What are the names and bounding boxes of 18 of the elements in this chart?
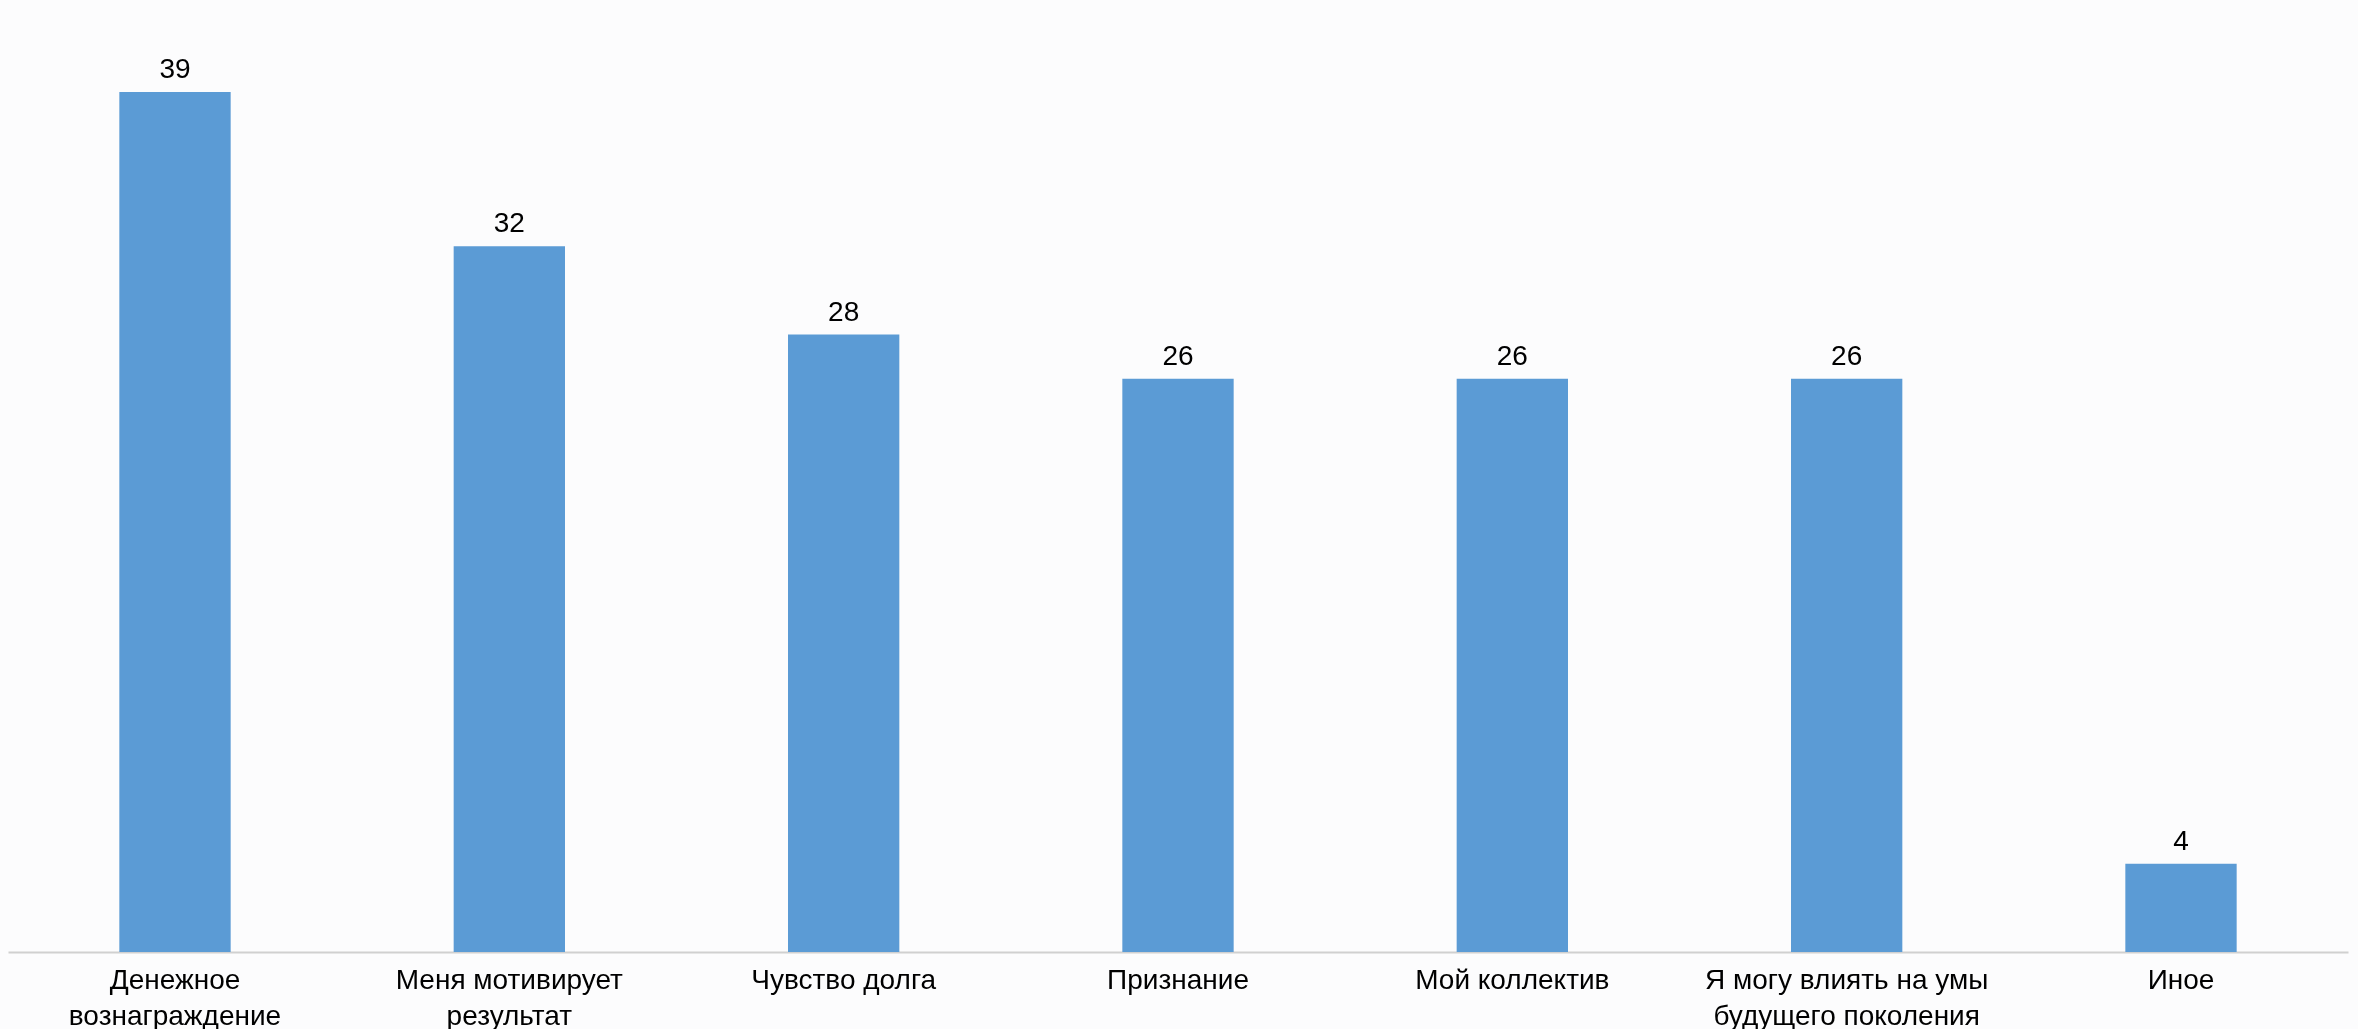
- data-label: 28: [828, 295, 860, 327]
- bar: [453, 246, 565, 952]
- bar: [2125, 863, 2237, 952]
- x-tick-label: Чувство долга: [751, 963, 937, 995]
- data-label: 4: [2173, 824, 2189, 856]
- bar: [788, 334, 900, 952]
- data-label: 32: [493, 207, 525, 239]
- data-label: 26: [1162, 339, 1194, 371]
- x-tick-label: Мой коллектив: [1415, 963, 1610, 995]
- bar: [1122, 378, 1234, 952]
- data-label: 39: [159, 53, 191, 84]
- x-tick-label: Иное: [2147, 963, 2215, 995]
- data-label: 26: [1496, 339, 1528, 371]
- bar: [1791, 378, 1903, 952]
- bar: [119, 92, 231, 952]
- x-tick-label: Признание: [1107, 963, 1249, 995]
- data-label: 26: [1831, 339, 1863, 371]
- bar: [1456, 378, 1568, 952]
